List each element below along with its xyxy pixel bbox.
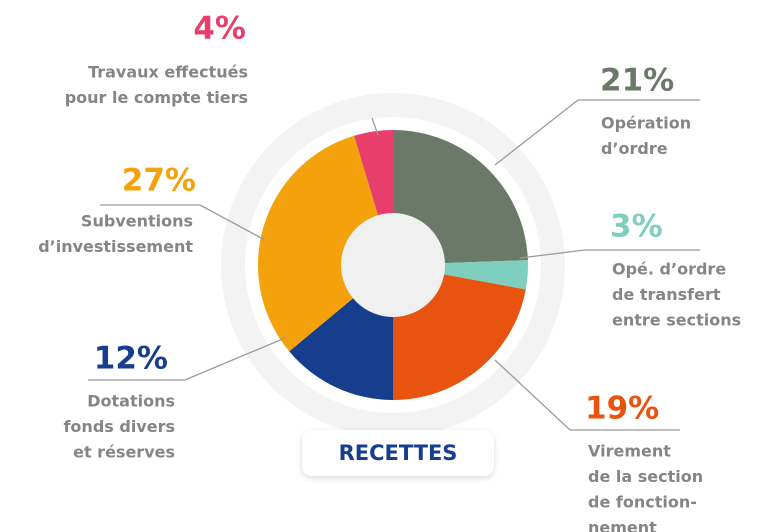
- center-label-box: [302, 430, 494, 476]
- value-label: 21%: [600, 63, 674, 99]
- category-label: de fonction-: [588, 493, 697, 512]
- category-label: entre sections: [612, 311, 741, 330]
- category-label: Subventions: [81, 212, 193, 231]
- category-label: Opération: [601, 114, 691, 133]
- value-label: 4%: [193, 11, 246, 47]
- category-label: d’ordre: [601, 139, 668, 158]
- category-label: Opé. d’ordre: [612, 260, 726, 279]
- value-label: 12%: [94, 341, 168, 377]
- category-label: de transfert: [612, 285, 721, 304]
- slice: [257, 135, 393, 352]
- value-label: 27%: [122, 163, 196, 199]
- category-label: Dotations: [87, 392, 175, 411]
- leader-line: [88, 337, 286, 381]
- leader-line: [519, 249, 700, 259]
- category-label: et réserves: [73, 443, 175, 462]
- category-label: d’investissement: [38, 237, 193, 256]
- category-label: Travaux effectués: [88, 63, 248, 82]
- category-label: nement: [588, 518, 657, 532]
- leader-line: [371, 117, 379, 136]
- value-label: 3%: [610, 209, 663, 245]
- center-label: RECETTES: [339, 441, 458, 465]
- value-label: 19%: [585, 391, 659, 427]
- donut-hole: [341, 213, 445, 317]
- category-label: pour le compte tiers: [65, 88, 248, 107]
- category-label: fonds divers: [63, 417, 175, 436]
- leader-line: [494, 99, 700, 166]
- category-label: Virement: [588, 442, 671, 461]
- leader-line: [494, 359, 680, 431]
- leader-line: [100, 204, 266, 241]
- category-label: de la section: [588, 467, 703, 486]
